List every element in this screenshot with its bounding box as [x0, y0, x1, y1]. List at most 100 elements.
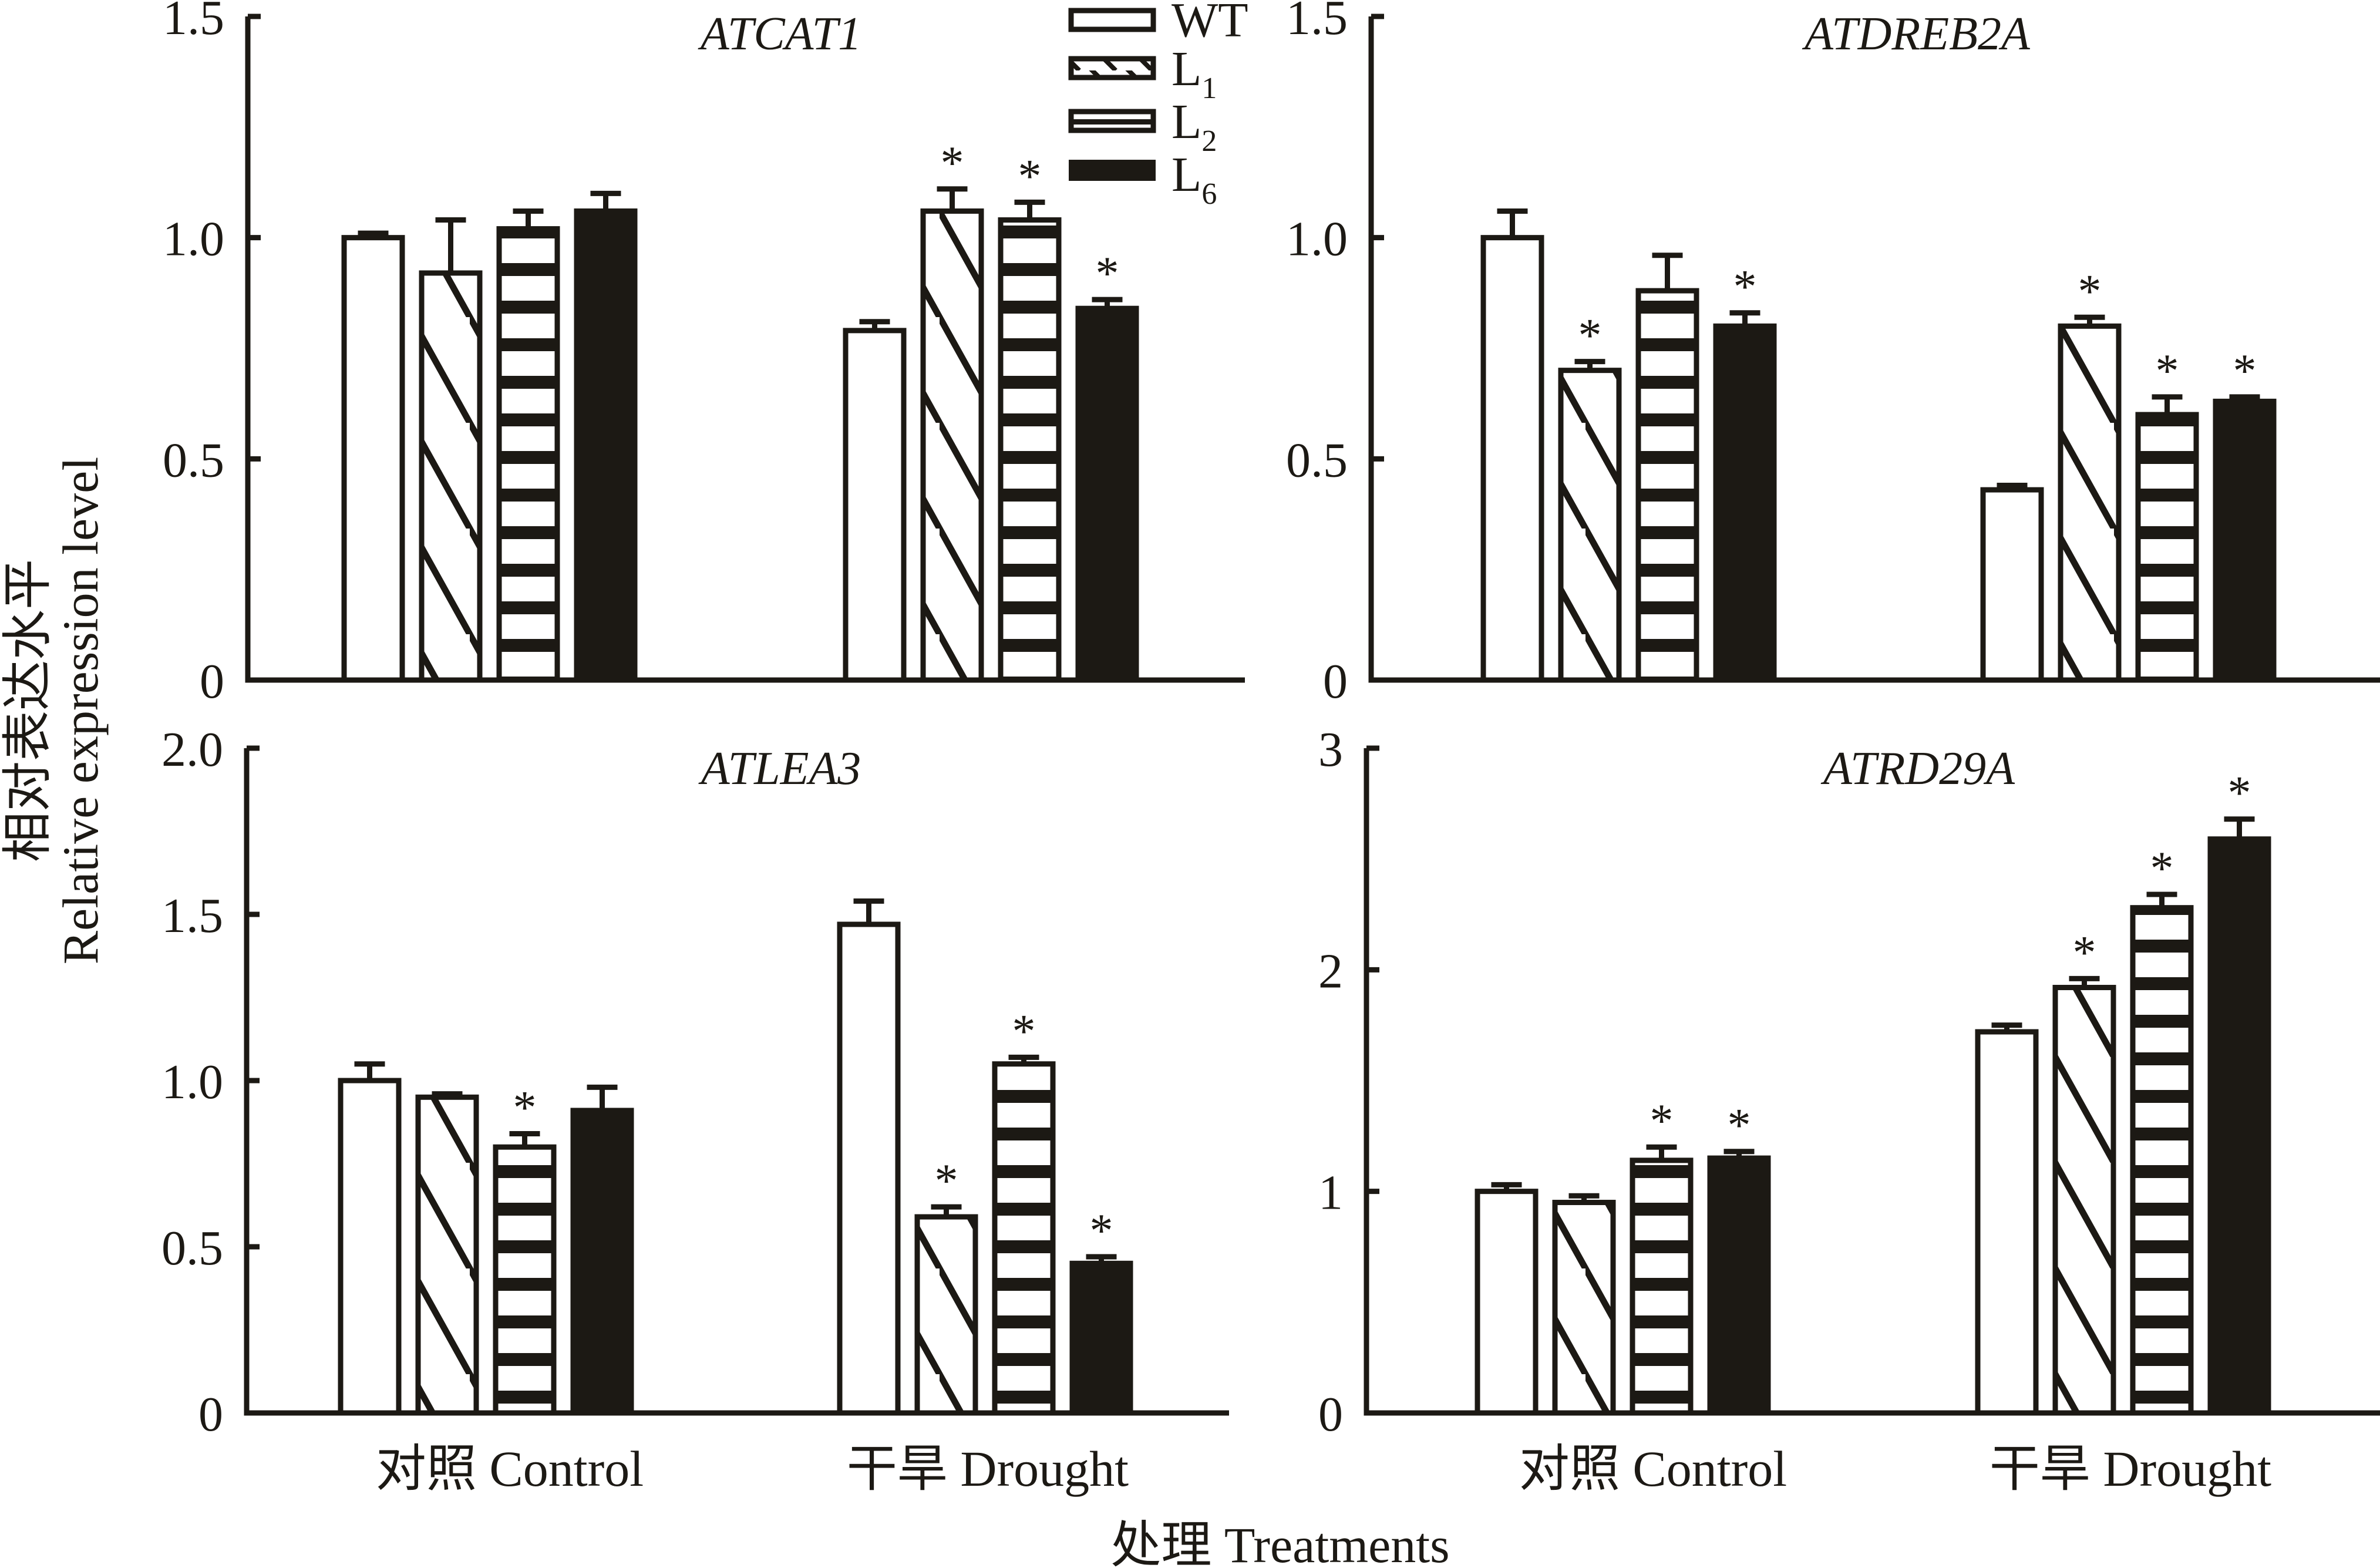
bar-l6-drought	[1069, 1260, 1133, 1413]
bar-l6-control	[1713, 323, 1777, 680]
legend-label-l1: L1	[1172, 42, 1217, 105]
panel-atdreb2a: ATDREB2A 0 0.5 1.0 1.5 * * * * *	[1286, 0, 2380, 709]
panel-atrd29a: ATRD29A 0 1 2 3 * * * * *	[1318, 722, 2380, 1442]
legend-label-l1-sub: 1	[1201, 72, 1217, 105]
y-tick-label: 1.5	[163, 0, 224, 45]
bar-wt-control	[341, 235, 405, 683]
legend-label-l6: L6	[1172, 147, 1217, 211]
legend-item-wt: WT	[1068, 0, 1248, 48]
y-tick-label: 1.0	[163, 212, 224, 267]
category-label-drought-left: 干旱 Drought	[847, 1441, 1129, 1497]
significance-marker: *	[935, 1155, 958, 1207]
y-tick-label: 1.0	[1286, 212, 1348, 267]
y-axis-title: 相对表达水平 Relative expression level	[0, 457, 109, 965]
legend-swatch-wt	[1068, 8, 1156, 32]
y-tick-label: 0	[1318, 1387, 1343, 1442]
significance-marker: *	[2233, 345, 2257, 397]
significance-marker: *	[1578, 310, 1602, 362]
legend-label-l2-sub: 2	[1201, 125, 1217, 158]
bar-l1-drought	[2052, 985, 2116, 1416]
bar-l1-control	[415, 1094, 479, 1416]
bar-wt-control	[338, 1078, 402, 1416]
significance-marker: *	[1012, 1005, 1036, 1057]
panel-title: ATLEA3	[698, 743, 861, 795]
y-tick-label: 0.5	[1286, 433, 1348, 487]
bar-l6-drought	[2213, 398, 2277, 680]
y-tick-label: 1.0	[161, 1055, 223, 1109]
legend-label-wt: WT	[1172, 0, 1248, 48]
bar-l1-control	[419, 270, 483, 683]
bar-l2-drought	[992, 1061, 1056, 1416]
panel-title: ATCAT1	[698, 8, 861, 60]
significance-marker: *	[2228, 768, 2251, 819]
bar-l2-drought	[2130, 905, 2194, 1416]
bar-l2-control	[1635, 288, 1699, 683]
y-tick-label: 1.5	[161, 889, 223, 943]
legend-swatch-l1	[1068, 56, 1156, 80]
y-axis-title-en: Relative expression level	[52, 457, 109, 965]
significance-marker: *	[1733, 261, 1757, 313]
bar-l1-drought	[914, 1214, 978, 1416]
bar-l2-control	[496, 226, 560, 683]
legend: WT L1 L2 L6	[1068, 0, 1248, 211]
bar-l2-drought	[998, 217, 1062, 683]
legend-item-l1: L1	[1068, 42, 1217, 105]
bar-l2-control	[493, 1144, 557, 1416]
y-tick-label: 2	[1318, 944, 1343, 998]
legend-swatch-l6	[1069, 160, 1156, 181]
legend-label-l1-main: L	[1172, 42, 1201, 96]
bar-wt-drought	[843, 328, 907, 683]
bar-l6-control	[1707, 1155, 1771, 1413]
significance-marker: *	[1096, 248, 1119, 300]
panels: ATCAT1 0 0.5 1.0 1.5 * * * ATDREB2A 0 0.5 1.0 1.5 * * *…	[161, 0, 2380, 1442]
category-label-control-right: 对照 Control	[1519, 1441, 1787, 1497]
legend-swatch-l2-stripe	[1071, 119, 1153, 125]
legend-label-l6-sub: 6	[1201, 177, 1217, 211]
significance-marker: *	[1650, 1095, 1674, 1147]
y-tick-label: 0.5	[161, 1221, 223, 1276]
legend-label-l6-main: L	[1172, 147, 1201, 202]
bar-l1-drought	[920, 208, 984, 683]
x-axis-title: 处理 Treatments	[1110, 1517, 1449, 1568]
bar-l1-control	[1552, 1200, 1616, 1416]
bar-wt-drought	[1975, 1029, 2039, 1416]
significance-marker: *	[2078, 265, 2102, 317]
bar-l2-control	[1630, 1158, 1694, 1416]
bar-l6-control	[570, 1108, 634, 1413]
significance-marker: *	[2156, 345, 2179, 397]
bar-l6-drought	[1075, 305, 1139, 680]
significance-marker: *	[2073, 927, 2096, 978]
bar-l6-drought	[2207, 836, 2271, 1413]
bar-l6-control	[574, 208, 638, 680]
bar-l2-drought	[2135, 412, 2199, 683]
significance-marker: *	[1018, 150, 1042, 202]
y-tick-label: 0	[1323, 654, 1348, 709]
y-tick-label: 0	[198, 1387, 223, 1442]
significance-marker: *	[941, 137, 964, 189]
panel-title: ATDREB2A	[1802, 8, 2031, 60]
y-tick-label: 2.0	[161, 722, 223, 777]
y-tick-label: 1	[1318, 1166, 1343, 1220]
bar-l1-control	[1558, 368, 1622, 683]
category-label-drought-right: 干旱 Drought	[1989, 1441, 2271, 1497]
significance-marker: *	[513, 1082, 537, 1134]
y-tick-label: 0.5	[163, 433, 224, 487]
legend-label-l2-main: L	[1172, 95, 1201, 149]
significance-marker: *	[1728, 1100, 1751, 1152]
bar-wt-drought	[1980, 487, 2044, 683]
significance-marker: *	[2150, 843, 2174, 894]
significance-marker: *	[1090, 1205, 1113, 1257]
panel-atcat1: ATCAT1 0 0.5 1.0 1.5 * * *	[163, 0, 1245, 709]
panel-atlea3: ATLEA3 0 0.5 1.0 1.5 2.0 * * * *	[161, 722, 1229, 1442]
bar-wt-drought	[837, 921, 901, 1416]
y-tick-label: 1.5	[1286, 0, 1348, 45]
panel-title: ATRD29A	[1820, 743, 2015, 795]
y-tick-label: 3	[1318, 722, 1343, 777]
category-label-control-left: 对照 Control	[376, 1441, 644, 1497]
bar-wt-control	[1480, 235, 1544, 683]
legend-item-l6: L6	[1069, 147, 1217, 211]
bar-wt-control	[1475, 1189, 1539, 1416]
y-axis-title-cn: 相对表达水平	[0, 559, 56, 862]
legend-item-l2: L2	[1068, 95, 1217, 158]
